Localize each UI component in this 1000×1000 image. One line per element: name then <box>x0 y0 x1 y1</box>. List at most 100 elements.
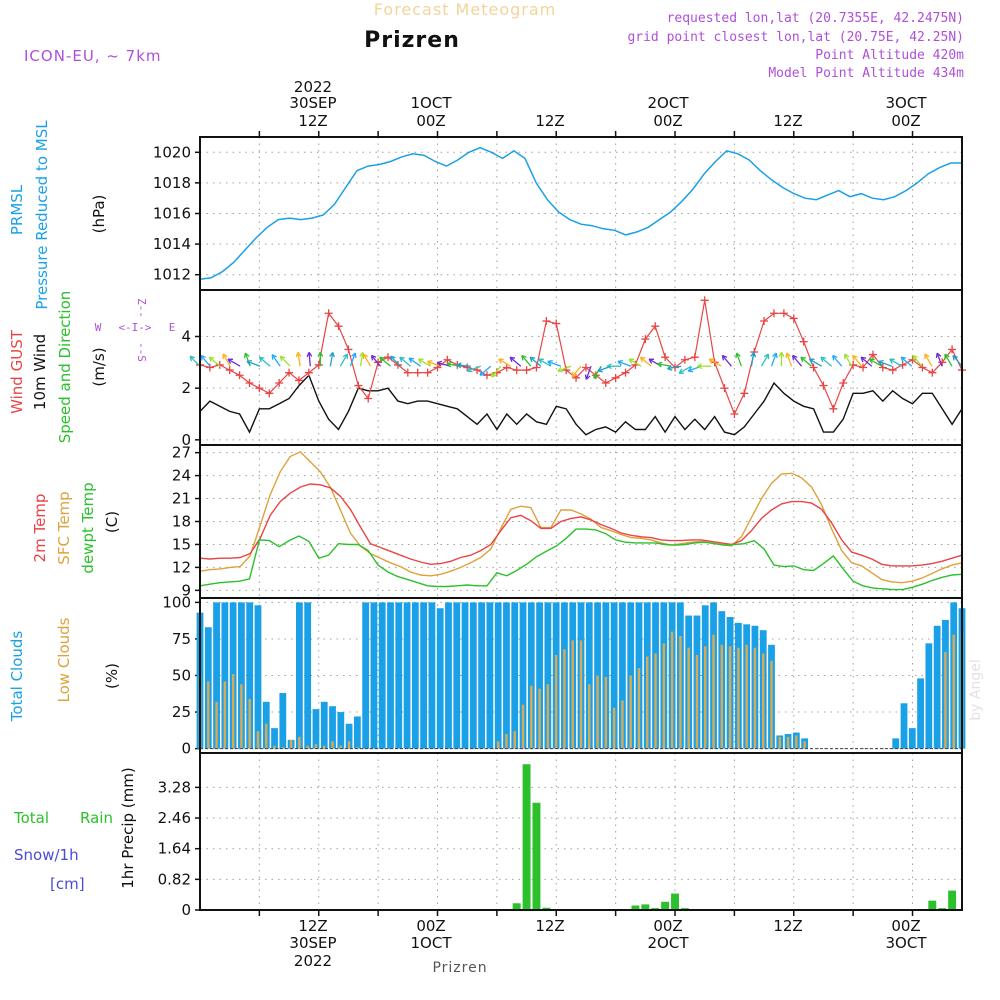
gust-marker <box>601 379 610 387</box>
wind-arrow-head <box>639 356 646 363</box>
wind-direction-arrow <box>362 353 372 367</box>
wind-label-gust: Wind GUST <box>8 329 26 414</box>
wind-direction-arrow <box>370 355 381 367</box>
gust-marker <box>225 366 234 375</box>
low-cloud-bar <box>745 644 748 749</box>
wind-direction-arrow <box>227 358 241 367</box>
header-station-title: Prizren <box>364 28 460 53</box>
gust-marker <box>423 368 432 377</box>
wind-arrow-head <box>538 358 544 364</box>
total-cloud-bar <box>908 728 916 749</box>
temp-label-dewpt: dewpt Temp <box>79 482 97 573</box>
wind-direction-arrow <box>944 353 953 367</box>
header-model-label: ICON-EU, ~ 7km <box>24 47 162 65</box>
pressure-label-prmsl: PRMSL <box>8 184 26 235</box>
y-tick-labels: 1012101410161018102002491215182124270255… <box>153 143 200 919</box>
total-cloud-bar <box>925 643 933 749</box>
wind-direction-arrow <box>852 355 863 367</box>
low-cloud-bar <box>530 685 533 749</box>
bottom-tick-time-5: 00Z <box>891 917 920 935</box>
wind-direction-arrow <box>770 352 777 367</box>
watermark-by-angel: by Angel <box>968 659 984 720</box>
wind-direction-arrow <box>820 356 833 367</box>
bottom-tick-date-5: 3OCT <box>886 934 928 952</box>
low-cloud-bar <box>281 747 285 749</box>
low-cloud-bar <box>505 733 508 749</box>
panel-frame-precip <box>199 752 963 911</box>
gust-marker <box>413 368 422 377</box>
gust-marker <box>908 355 917 364</box>
wind-arrow-head <box>426 360 433 366</box>
low-cloud-bar <box>356 747 359 749</box>
wind-direction-arrow <box>800 356 813 367</box>
wind-arrow-head <box>509 356 516 363</box>
gust-marker <box>304 368 313 377</box>
total-cloud-bar <box>304 602 312 749</box>
wind-arrow-head <box>708 358 715 364</box>
gust-marker <box>522 366 531 375</box>
wind-direction-arrow <box>349 352 356 367</box>
data-layer <box>189 146 966 911</box>
clouds-unit: (%) <box>103 663 121 689</box>
wind-direction-arrow <box>222 353 231 367</box>
clouds-label-total: Total Clouds <box>8 631 26 723</box>
total-cloud-bar <box>238 602 245 749</box>
low-cloud-bar <box>496 741 500 749</box>
gust-marker <box>374 358 383 367</box>
wind-direction-arrow <box>617 360 632 367</box>
gust-marker <box>740 389 749 398</box>
precip-bar <box>542 907 551 910</box>
pressure-line <box>199 146 962 281</box>
wind-arrow-head <box>200 354 206 361</box>
wind-arrow-head <box>243 352 250 359</box>
y-tick-label: 0 <box>181 431 191 449</box>
wind-arrow-head <box>750 352 757 358</box>
wind-direction-arrow <box>900 356 913 367</box>
gust-marker <box>205 363 214 372</box>
grid-layer <box>200 137 962 911</box>
total-cloud-bar <box>461 602 469 749</box>
wind-arrow-head <box>860 356 867 363</box>
wind-arrow-head <box>606 363 612 370</box>
y-tick-label: 1020 <box>153 143 191 161</box>
total-cloud-bar <box>436 608 444 749</box>
low-cloud-bar <box>654 653 657 749</box>
wind-direction-arrow <box>427 360 441 367</box>
low-cloud-bar <box>231 674 235 749</box>
wind-direction-arrow <box>657 363 672 367</box>
low-cloud-bar <box>289 739 293 749</box>
y-tick-label: 0 <box>181 901 191 919</box>
gust-marker <box>621 368 630 377</box>
wind-direction-arrow <box>736 352 743 367</box>
wind-direction-arrow <box>279 355 291 367</box>
pressure-unit: (hPa) <box>90 195 108 234</box>
gust-marker <box>948 345 957 354</box>
gust-marker <box>245 379 254 387</box>
bottom-tick-date-3: 2OCT <box>648 934 690 952</box>
total-cloud-bar <box>900 703 908 749</box>
y-tick-label: 4 <box>181 328 191 346</box>
gust-marker <box>868 350 877 359</box>
precip-label-total: Total <box>13 809 49 827</box>
total-cloud-bar <box>503 602 510 749</box>
low-cloud-bar <box>704 646 707 749</box>
top-tick-time-2: 12Z <box>535 112 564 130</box>
wind-arrow-head <box>279 355 286 362</box>
low-cloud-bar <box>347 741 351 749</box>
gust-marker <box>918 363 927 372</box>
y-tick-label: 1012 <box>153 266 191 284</box>
gust-marker <box>581 363 590 372</box>
wind-direction-arrow <box>721 355 732 367</box>
low-cloud-bar <box>513 731 516 749</box>
total-cloud-bar <box>411 602 419 749</box>
gust-marker <box>928 368 937 377</box>
wind-arrow-head <box>557 366 563 373</box>
gust-marker <box>255 384 264 393</box>
wind-speed-line <box>199 374 963 436</box>
wind-arrow-head <box>467 366 473 373</box>
total-cloud-bar <box>329 706 336 749</box>
total-cloud-bar <box>519 602 527 749</box>
total-cloud-bar <box>295 602 303 749</box>
low-cloud-bar <box>952 634 955 749</box>
low-cloud-bar <box>786 736 790 749</box>
